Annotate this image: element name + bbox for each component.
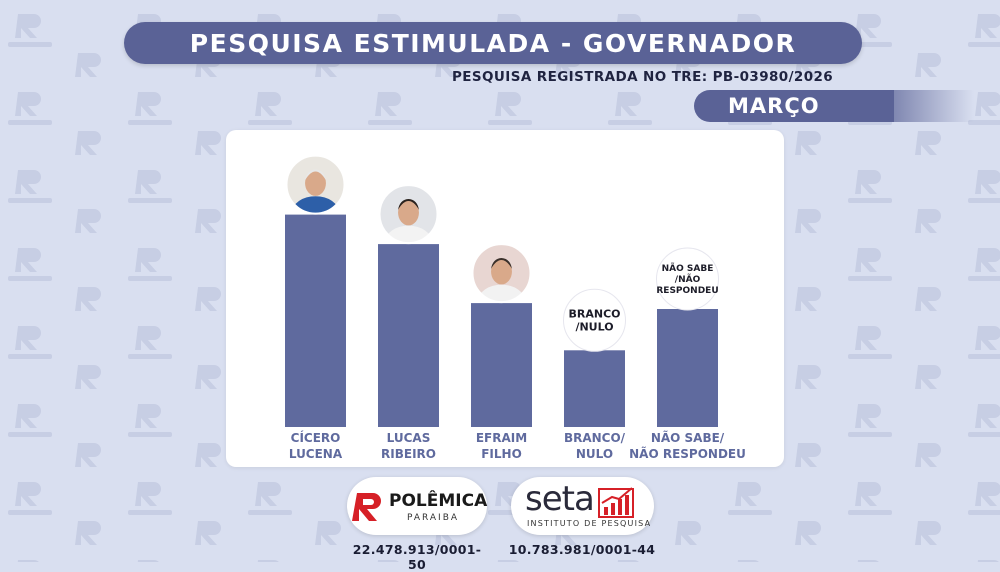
month-badge: MARÇO [694,90,894,122]
category-label: LUCAS [387,431,431,445]
candidate-photo-icon [378,184,439,245]
seta-chart-icon [598,487,634,518]
category-label: NULO [576,447,613,461]
marker-label: /NULO [575,321,613,334]
bar [285,214,346,427]
cnpj-seta: 10.783.981/0001-44 [508,542,656,557]
category-label: EFRAIM [476,431,527,445]
marker-label: /NÃO [675,274,701,285]
bar [657,309,718,427]
polemica-logo: POLÊMICA PARAIBA [347,477,487,535]
marker-label: BRANCO [569,308,621,321]
polemica-logo-icon [352,493,381,521]
category-label: CÍCERO [291,430,341,445]
category-label: FILHO [481,447,522,461]
category-label: LUCENA [289,447,343,461]
category-label: NÃO RESPONDEU [629,446,746,461]
marker-label: NÃO SABE [662,263,714,274]
category-label: RIBEIRO [381,447,436,461]
candidate-photo-icon [285,154,346,215]
seta-logo-name: seta [525,479,595,519]
bar-marker-badge: BRANCO/NULO [563,288,626,352]
candidate-photo-icon [471,243,532,304]
cnpj-polemica: 22.478.913/0001-50 [352,542,482,572]
polemica-logo-sub: PARAIBA [407,513,460,523]
category-label: NÃO SABE/ [651,430,725,445]
seta-logo-sub: INSTITUTO DE PESQUISA [527,519,652,528]
marker-label: RESPONDEU [656,286,718,296]
bar-chart: CÍCERO LUCENA LUCAS RIBEIRO EFRAIM FILHO BRANC… [285,154,746,461]
registration-text: PESQUISA REGISTRADA NO TRE: PB-03980/202… [452,69,834,85]
seta-logo: seta INSTITUTO DE PESQUISA [511,477,654,535]
bar [471,303,532,427]
polemica-logo-name: POLÊMICA [389,491,488,511]
category-label: BRANCO/ [564,431,626,445]
bar [378,244,439,427]
page-title: PESQUISA ESTIMULADA - GOVERNADOR [124,22,862,64]
bar [564,350,625,427]
chart-card: CÍCERO LUCENA LUCAS RIBEIRO EFRAIM FILHO BRANC… [226,130,784,467]
month-badge-fade [894,90,974,122]
